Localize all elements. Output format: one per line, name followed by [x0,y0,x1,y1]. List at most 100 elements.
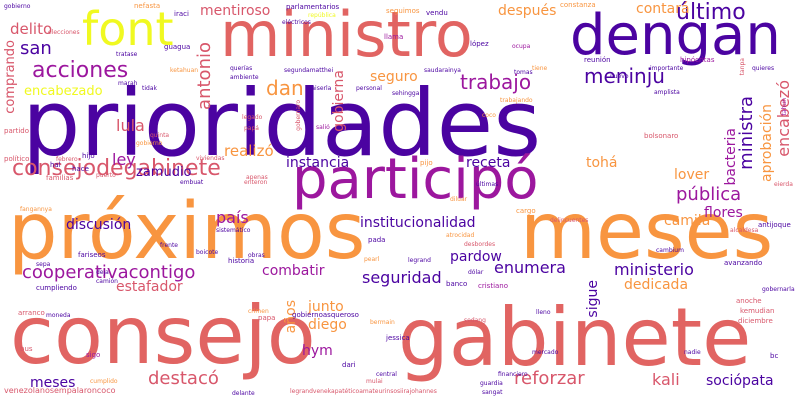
cloud-word-reunion: reunión [584,56,611,64]
cloud-word-gabinete: gabinete [398,291,752,384]
cloud-word-meninju: meninju [584,64,665,88]
cloud-word-pijo: pijo [420,159,433,167]
cloud-word-diciembre: diciembre [738,317,773,325]
cloud-word-diego: diego [308,317,347,333]
cloud-word-legrandvene: legrandvenekapatéticoamateurinsosiirajoh… [290,388,437,395]
cloud-word-alcaldesa: alcaldesa [730,227,759,234]
cloud-word-lleno: lleno [536,309,551,316]
cloud-word-ministra: ministra [736,96,757,170]
cloud-word-consejodegabinete: consejodegabinete [12,156,221,181]
cloud-word-tanpa: tanpa [739,58,746,76]
cloud-word-moneda: moneda [46,312,71,319]
cloud-word-zamudio: zamudio [136,165,192,180]
cloud-word-comprando: comprando [3,40,18,114]
cloud-word-seguro: seguro [370,69,418,85]
cloud-word-embuat: embuat [180,179,204,186]
cloud-word-ocupa: ocupa [512,43,531,50]
cloud-word-contara: contará [636,1,690,17]
cloud-word-dan: dan [266,76,304,100]
cloud-word-san: san [20,38,52,59]
cloud-word-tomas: tomas [514,69,533,76]
cloud-word-pearl: pearl [364,256,380,263]
cloud-word-pardow: pardow [450,249,502,265]
cloud-word-fangannya: fangannya [20,206,52,213]
cloud-word-kali: kali [652,370,680,389]
cloud-word-ultimas: últimas [476,181,499,188]
cloud-word-kemudian: kemudian [740,307,775,315]
cloud-word-hace: hace [72,165,89,173]
cloud-word-personal: personal [356,85,382,92]
cloud-word-importante: importante [650,65,684,72]
cloud-word-anoche: anoche [736,297,762,305]
cloud-word-aprobacion: aprobación [759,104,775,182]
cloud-word-encabezado: encabezado [24,84,103,99]
cloud-word-cumpliendo: cumpliendo [36,284,77,292]
cloud-word-republica: república [308,12,336,19]
cloud-word-elecciones: elecciones [48,29,80,36]
cloud-word-frente: frente [160,242,178,249]
cloud-word-realizo: realizó [224,142,274,160]
cloud-word-crimen: crimen [248,308,269,315]
cloud-word-cumplido: cumplido [90,378,118,385]
cloud-word-guardia: guardia [480,380,503,387]
cloud-word-ketahuan: ketahuan [170,67,199,74]
cloud-word-dari: dari [342,361,356,369]
cloud-word-delante: delante [232,390,255,397]
cloud-word-sepa: sepa [36,261,51,268]
cloud-word-hal: hal [50,161,61,169]
cloud-word-quinta: quinta [150,132,170,139]
cloud-word-bermain: bermain [370,319,395,326]
cloud-word-sigo: sigo [86,351,101,359]
cloud-word-trabajando: trabajando [500,97,533,104]
cloud-word-hipocritas: hipócritas [680,56,715,64]
cloud-word-consejo: consejo [10,289,316,382]
cloud-word-familias: familias [46,174,74,182]
cloud-word-gobernaro: gobernaro [295,100,302,131]
cloud-word-bacteria: bacteria [723,128,739,186]
cloud-word-sangat: sangat [482,389,503,396]
cloud-word-electricos: eléctricos [282,19,311,26]
cloud-word-guagua: guagua [164,43,191,51]
cloud-word-hym: hym [302,343,333,359]
cloud-word-discusion: discusión [66,217,132,233]
cloud-word-legrand: legrand [408,257,431,264]
cloud-word-febrero: febrero [56,156,78,163]
cloud-word-sehingga: sehingga [392,90,420,97]
cloud-word-avanzando: avanzando [724,259,763,267]
cloud-word-gobernarla: gobernarla [762,286,795,293]
cloud-word-camion: camión [96,278,118,285]
cloud-word-viviendas: viviendas [196,155,225,162]
cloud-word-dolar: dólar [468,269,484,276]
cloud-word-coco: coco [482,112,496,119]
cloud-word-font: font [82,2,174,56]
cloud-word-sistematico: sistemático [216,227,251,234]
cloud-word-ley: ley [112,150,136,169]
cloud-word-dedicada: dedicada [624,277,689,293]
cloud-word-apenas: apenas [246,174,268,181]
cloud-word-cooperativacontigo: cooperativacontigo [22,262,196,283]
cloud-word-fariseos: fariseos [78,251,106,259]
cloud-word-papa: papa [258,314,276,322]
cloud-word-marah: marah [118,80,138,87]
cloud-word-dengan: dengan [570,3,781,68]
cloud-word-pada: pada [368,236,386,244]
cloud-word-mulai: mulai [366,378,383,385]
cloud-word-meses: meses [520,187,774,277]
cloud-word-parlamentarios: parlamentarios [286,3,340,11]
cloud-word-nuevo: nuevo [610,73,629,80]
cloud-word-vendu: vendu [426,9,448,17]
cloud-word-venezolanosempalaroncoco: venezolanosempalaroncoco [4,386,116,395]
cloud-word-constanza: constanza [560,1,596,9]
cloud-word-meses-small: meses [30,375,76,391]
cloud-word-sociopata: sociópata [706,373,774,389]
cloud-word-eierda: eierda [774,181,793,188]
cloud-word-mercado: mercado [532,349,559,356]
cloud-word-proximos: próximos [8,187,366,277]
cloud-word-diluar: diluar [450,196,468,203]
cloud-word-bus: bus [20,345,33,353]
cloud-word-sedang: sedang [464,317,486,324]
cloud-word-tiene: tiene [532,65,548,72]
cloud-word-ministro: ministro [220,0,473,71]
cloud-word-cambium: cambium [656,247,684,254]
cloud-word-gobierno-corner: gobierno [4,3,31,10]
